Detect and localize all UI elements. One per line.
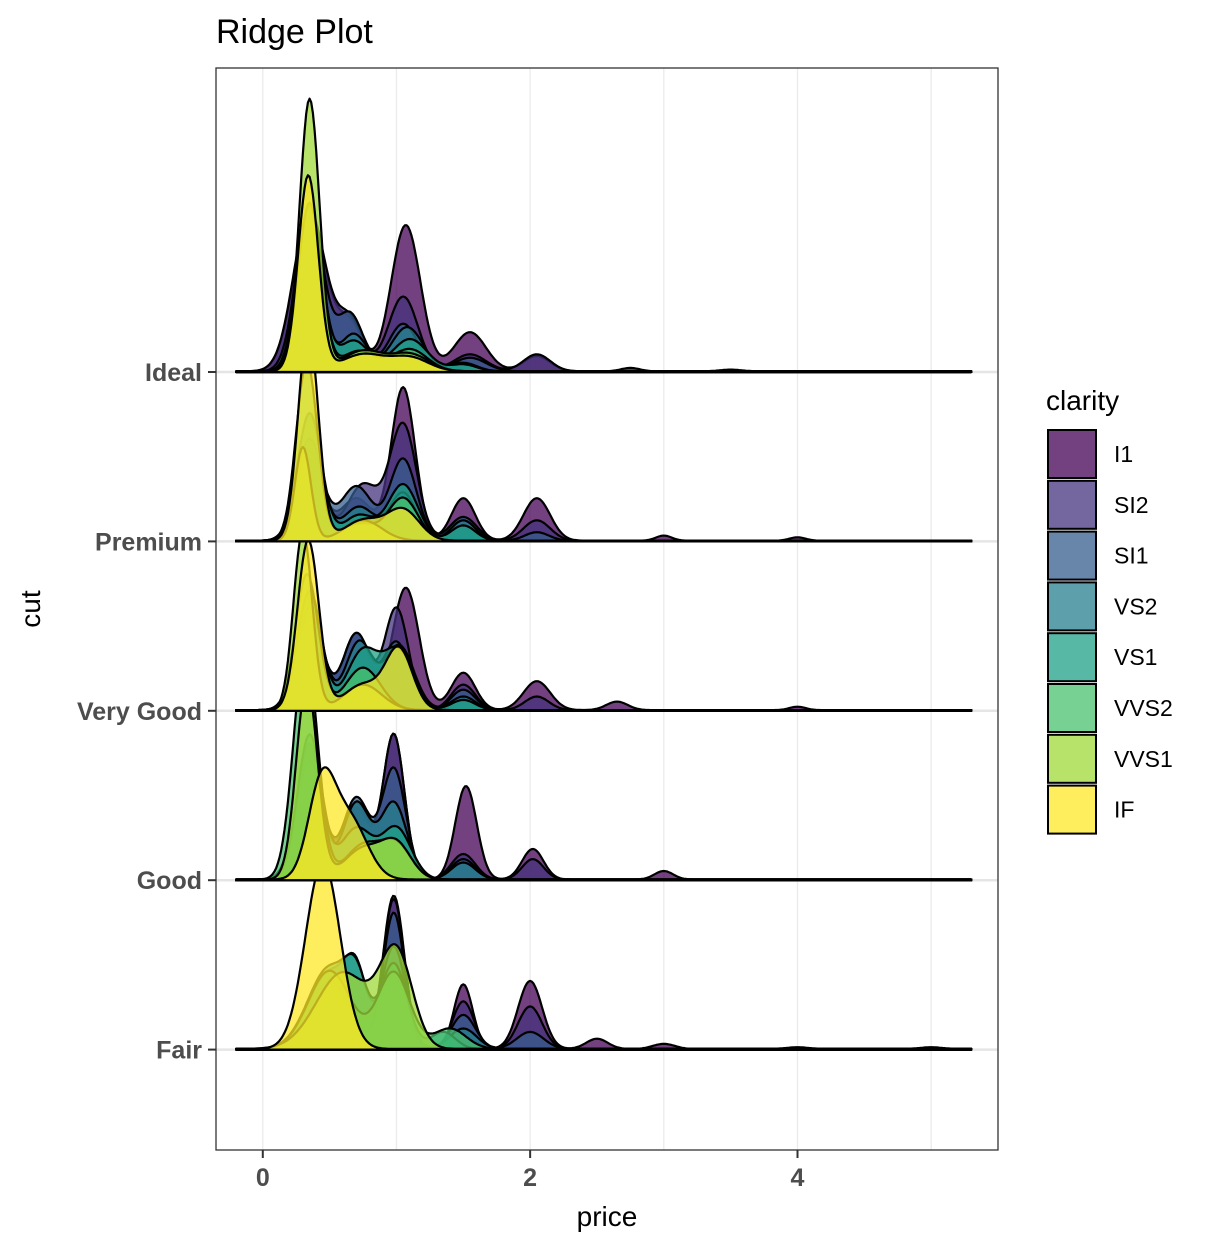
ridge-row-good: [235, 649, 973, 882]
ridge-fair-if: [235, 860, 973, 1051]
legend-label-si2: SI2: [1114, 492, 1149, 518]
ridge-very-good-if: [235, 538, 973, 712]
legend-key-si2: [1047, 479, 1097, 530]
legend-label-si1: SI1: [1114, 543, 1149, 569]
legend-key-if: [1047, 784, 1097, 835]
ridges: [235, 97, 973, 1051]
x-tick-label-0: 0: [256, 1164, 270, 1192]
y-axis: Ideal Premium Very Good Good Fair: [77, 359, 216, 1065]
legend-key-i1: [1047, 429, 1097, 479]
legend-key-vs1: [1047, 632, 1097, 683]
x-axis: 0 2 4: [256, 1150, 805, 1192]
x-axis-title: price: [577, 1201, 638, 1232]
legend-label-vvs2: VVS2: [1114, 695, 1173, 721]
chart-title: Ridge Plot: [216, 13, 373, 51]
x-tick-label-4: 4: [791, 1164, 805, 1192]
x-tick-label-2: 2: [523, 1164, 537, 1192]
y-axis-title: cut: [15, 590, 46, 628]
legend-label-vvs1: VVS1: [1114, 746, 1173, 772]
y-tick-label-very-good: Very Good: [77, 698, 202, 726]
ridge-ideal-if: [235, 174, 973, 374]
y-tick-label-good: Good: [137, 867, 202, 895]
legend-label-i1: I1: [1114, 441, 1133, 467]
legend-label-if: IF: [1114, 797, 1134, 823]
ridge-row-fair: [235, 860, 973, 1051]
y-tick-label-premium: Premium: [95, 528, 202, 556]
y-tick-label-ideal: Ideal: [145, 359, 202, 387]
legend-label-vs2: VS2: [1114, 593, 1157, 619]
ridge-row-ideal: [235, 97, 973, 374]
legend-title: clarity: [1046, 385, 1119, 416]
y-tick-label-fair: Fair: [156, 1037, 202, 1065]
legend-key-si1: [1047, 530, 1097, 581]
legend: clarity I1 SI2 SI1 VS2 VS1 VVS2 VVS1 IF: [1046, 385, 1173, 835]
ridge-good-if: [235, 766, 973, 882]
legend-key-vs2: [1047, 581, 1097, 632]
plot-border: [215, 67, 999, 1151]
legend-key-vvs2: [1047, 683, 1097, 733]
legend-label-vs1: VS1: [1114, 644, 1157, 670]
legend-key-vvs1: [1047, 733, 1097, 784]
ridge-row-very-good: [235, 530, 973, 712]
